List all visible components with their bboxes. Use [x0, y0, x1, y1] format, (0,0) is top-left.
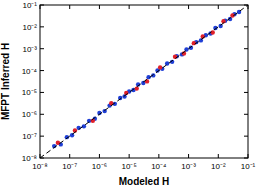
- x-axis-label: Modeled H: [119, 176, 170, 187]
- frame: [40, 5, 248, 158]
- x-tick-label: 10⁻⁴: [151, 162, 167, 171]
- y-tick-label: 10⁻²: [22, 23, 37, 32]
- x-tick: [218, 154, 219, 158]
- y-tick: [40, 92, 44, 93]
- x-tick-label: 10⁻⁷: [62, 162, 77, 171]
- x-tick-label: 10⁻²: [211, 162, 226, 171]
- y-tick: [244, 114, 248, 115]
- x-tick: [69, 5, 70, 9]
- y-tick: [40, 136, 44, 137]
- point: [56, 141, 60, 145]
- y-tick-label: 10⁻⁸: [22, 154, 37, 163]
- plot-area: [40, 5, 248, 158]
- x-tick: [158, 154, 159, 158]
- x-tick: [99, 154, 100, 158]
- y-tick-label: 10⁻³: [22, 45, 37, 54]
- y-tick: [244, 70, 248, 71]
- point: [135, 86, 139, 90]
- x-tick-label: 10⁻⁶: [92, 162, 107, 171]
- x-tick: [218, 5, 219, 9]
- y-tick: [40, 114, 44, 115]
- x-tick: [129, 154, 130, 158]
- x-tick-label: 10⁻⁸: [32, 162, 47, 171]
- y-axis-label: MFPT Inferred H: [0, 43, 11, 120]
- y-tick: [40, 70, 44, 71]
- y-tick-label: 10⁻⁷: [22, 132, 37, 141]
- y-tick-label: 10⁻⁴: [22, 67, 38, 76]
- point: [158, 65, 162, 69]
- y-tick: [40, 26, 44, 27]
- reference-line: [40, 5, 248, 158]
- x-tick: [99, 5, 100, 9]
- x-tick: [188, 5, 189, 9]
- x-tick-label: 10⁻³: [181, 162, 196, 171]
- chart: 10⁻⁸ 10⁻⁷ 10⁻⁶ 10⁻⁵ 10⁻⁴ 10⁻³ 10⁻² 10⁻¹ 10⁻⁸ 10⁻⁷…: [0, 0, 260, 188]
- x-tick-label: 10⁻¹: [241, 162, 256, 171]
- y-tick: [244, 26, 248, 27]
- y-tick: [244, 92, 248, 93]
- y-tick: [40, 48, 44, 49]
- y-tick-label: 10⁻¹: [22, 1, 37, 10]
- x-tick: [129, 5, 130, 9]
- y-tick-label: 10⁻⁵: [22, 88, 37, 97]
- x-tick: [158, 5, 159, 9]
- y-tick: [244, 136, 248, 137]
- y-tick: [244, 48, 248, 49]
- x-tick: [69, 154, 70, 158]
- y-tick-label: 10⁻⁶: [22, 110, 37, 119]
- x-tick: [188, 154, 189, 158]
- point: [173, 55, 177, 59]
- x-tick-label: 10⁻⁵: [122, 162, 137, 171]
